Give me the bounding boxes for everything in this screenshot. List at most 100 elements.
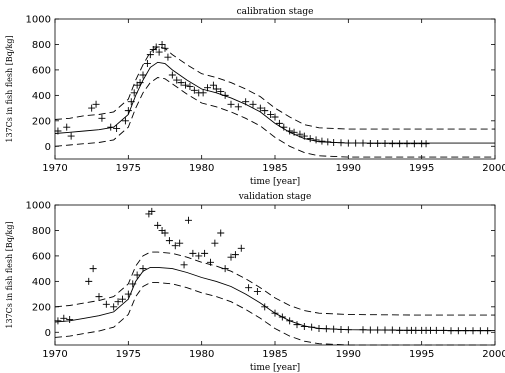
observed-point	[234, 103, 242, 111]
observed-point	[54, 317, 62, 325]
observed-point	[261, 303, 269, 311]
observed-point	[146, 51, 154, 59]
observed-point	[312, 136, 320, 144]
observed-point	[211, 239, 219, 247]
observed-point	[161, 229, 169, 237]
observed-point	[165, 237, 173, 245]
observed-point	[201, 249, 209, 257]
observed-point	[245, 284, 253, 292]
observed-point	[221, 91, 229, 99]
observed-point	[102, 300, 110, 308]
observed-point	[476, 327, 484, 335]
mark-group	[54, 40, 495, 158]
x-tick-label: 1980	[189, 163, 214, 174]
observed-point	[66, 316, 74, 324]
observed-point	[256, 104, 264, 112]
y-tick-label: 800	[32, 40, 51, 51]
model-line	[54, 61, 495, 144]
observed-point	[204, 84, 212, 92]
observed-point	[300, 323, 308, 331]
chart-title: calibration stage	[237, 7, 314, 17]
observed-point	[60, 314, 68, 322]
y-tick-label: 1000	[26, 15, 51, 26]
observed-point	[124, 290, 132, 298]
observed-point	[271, 113, 279, 121]
lower-bound-line	[54, 282, 495, 346]
observed-point	[110, 303, 118, 311]
observed-point	[176, 239, 184, 247]
observed-point	[306, 135, 314, 143]
observed-point	[484, 327, 492, 335]
y-axis-label: 137Cs in fish flesh [Bq/kg]	[5, 35, 14, 142]
observed-point	[121, 117, 129, 125]
observed-point	[164, 53, 172, 61]
observed-point	[296, 130, 304, 138]
observed-point	[275, 119, 283, 127]
y-tick-label: 0	[45, 328, 51, 339]
observed-point	[173, 76, 181, 84]
y-axis-label: 137Cs in fish flesh [Bq/kg]	[5, 221, 14, 328]
observed-point	[182, 81, 190, 89]
x-tick-label: 1975	[116, 349, 141, 360]
observed-point	[324, 138, 332, 146]
plot-frame	[54, 204, 496, 346]
observed-point	[161, 44, 169, 52]
observed-point	[129, 280, 137, 288]
observed-point	[315, 324, 323, 332]
x-tick-label: 1970	[42, 163, 67, 174]
y-tick-label: 200	[32, 302, 51, 313]
observed-point	[189, 249, 197, 257]
observed-point	[190, 86, 198, 94]
observed-point	[403, 140, 411, 148]
observed-point	[143, 60, 151, 68]
observed-point	[217, 229, 225, 237]
upper-bound-line	[54, 251, 495, 316]
y-tick-label: 200	[32, 116, 51, 127]
y-tick-label: 0	[45, 142, 51, 153]
observed-point	[267, 110, 275, 118]
observed-point	[107, 123, 115, 131]
observed-point	[209, 81, 217, 89]
x-tick-label: 1995	[409, 163, 434, 174]
observed-point	[212, 85, 220, 93]
observed-point	[359, 326, 367, 334]
observed-point	[92, 100, 100, 108]
observed-point	[67, 132, 75, 140]
observed-point	[231, 251, 239, 259]
observed-point	[98, 114, 106, 122]
tick-group: 1970 1975 1980 1985 1990 1995 2000 0 200 400 600 80…	[26, 15, 505, 175]
chart-title: validation stage	[238, 192, 312, 202]
observed-point	[237, 244, 245, 252]
observed-point	[158, 40, 166, 48]
observed-point	[454, 327, 462, 335]
observed-point	[318, 137, 326, 145]
observed-point	[186, 82, 194, 90]
observed-point	[127, 98, 135, 106]
observed-point	[286, 127, 294, 135]
calibration-chart: calibration stage time [year] 137Cs in f…	[5, 7, 505, 187]
observed-point	[322, 325, 330, 333]
observed-point	[388, 326, 396, 334]
observed-point	[148, 207, 156, 215]
x-axis-label: time [year]	[250, 177, 300, 187]
observed-point	[171, 242, 179, 250]
observed-point	[440, 326, 448, 334]
lower-bound-line	[54, 77, 495, 158]
observed-point	[168, 71, 176, 79]
x-tick-label: 2000	[482, 163, 505, 174]
observed-point	[280, 123, 288, 131]
observed-point	[422, 140, 430, 148]
observed-point	[344, 326, 352, 334]
observed-point	[381, 139, 389, 147]
observed-point	[366, 139, 374, 147]
observed-point	[63, 123, 71, 131]
observed-point	[95, 293, 103, 301]
observed-point	[366, 326, 374, 334]
observed-point	[396, 140, 404, 148]
observed-point	[249, 100, 257, 108]
validation-chart: validation stage time [year] 137Cs in fi…	[5, 192, 505, 373]
x-tick-label: 1985	[262, 163, 287, 174]
upper-bound-line	[54, 46, 495, 130]
y-tick-label: 600	[32, 251, 51, 262]
observed-point	[426, 326, 434, 334]
